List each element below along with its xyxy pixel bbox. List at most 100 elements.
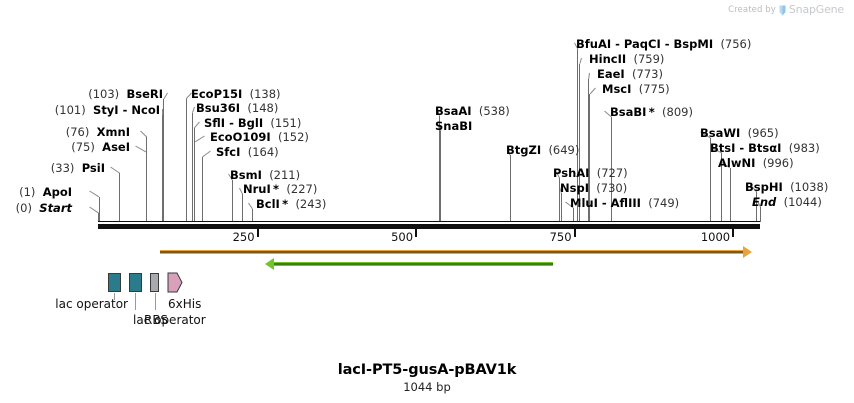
enzyme-site-label[interactable]: (1) ApoI xyxy=(19,185,72,199)
enzyme-name: StyI xyxy=(93,103,119,117)
cut-site-tick xyxy=(185,99,187,222)
feature-label[interactable]: lac operator xyxy=(55,297,128,311)
leader-line xyxy=(194,135,205,143)
feature-arrow[interactable] xyxy=(167,272,183,293)
feature-box[interactable] xyxy=(150,273,159,292)
enzyme-site-label[interactable]: EcoP15I (138) xyxy=(191,87,281,101)
orange-forward-arrow-head xyxy=(743,246,752,258)
enzyme-site-label[interactable]: AlwNI (996) xyxy=(718,156,794,170)
enzyme-site-label[interactable]: BtsI - BtsαI (983) xyxy=(710,141,820,155)
feature-connector-line xyxy=(135,293,136,310)
enzyme-name: BspMI xyxy=(673,37,714,51)
sequence-length-label: 1044 bp xyxy=(403,380,451,394)
enzyme-site-label[interactable]: (101) StyI - NcoI xyxy=(55,103,160,117)
enzyme-site-label[interactable]: EcoO109I (152) xyxy=(210,130,309,144)
cut-site-tick xyxy=(439,116,441,222)
feature-label[interactable]: lac operator xyxy=(133,313,206,327)
feature-connector-line xyxy=(114,293,115,300)
enzyme-site-label[interactable]: BclI * (243) xyxy=(256,197,326,211)
cut-site-tick xyxy=(191,113,193,222)
enzyme-position: (759) xyxy=(633,52,665,66)
cut-site-tick xyxy=(572,208,574,222)
enzyme-position: (773) xyxy=(632,67,663,81)
enzyme-name: NruI xyxy=(243,182,271,196)
cut-site-tick xyxy=(589,94,591,222)
enzyme-position: (775) xyxy=(638,82,670,96)
enzyme-name: BspHI xyxy=(745,180,783,194)
ruler-tick-label: 1000 xyxy=(700,230,731,244)
enzyme-site-label[interactable]: (76) XmnI xyxy=(66,125,130,139)
feature-label[interactable]: RBS xyxy=(144,313,168,327)
enzyme-star: * xyxy=(279,197,289,211)
enzyme-site-label[interactable]: PshAI (727) xyxy=(553,166,628,180)
enzyme-position: (965) xyxy=(747,126,779,140)
enzyme-name: PaqCI xyxy=(623,37,661,51)
cut-site-tick xyxy=(162,115,164,222)
cut-site-tick xyxy=(729,168,731,222)
green-reverse-arrow-stroke xyxy=(268,263,553,265)
leader-line xyxy=(193,121,200,129)
cut-site-tick xyxy=(558,178,560,222)
cut-site-tick xyxy=(194,142,196,222)
enzyme-name: BsaAI xyxy=(435,104,472,118)
feature-label[interactable]: 6xHis xyxy=(168,297,202,311)
watermark-prefix: Created by xyxy=(728,4,776,15)
enzyme-site-label[interactable]: Bsu36I (148) xyxy=(196,101,278,115)
enzyme-name: Start xyxy=(39,201,72,215)
enzyme-separator: - xyxy=(225,116,238,130)
enzyme-site-label[interactable]: MluI - AflIII (749) xyxy=(570,196,679,210)
enzyme-position: (996) xyxy=(762,156,794,170)
enzyme-site-label[interactable]: EaeI (773) xyxy=(597,67,663,81)
cut-site-tick xyxy=(98,213,99,222)
enzyme-site-label[interactable]: BtgZI (649) xyxy=(506,143,579,157)
ruler-tick xyxy=(573,229,576,237)
enzyme-name: BtgZI xyxy=(506,143,542,157)
enzyme-position: (809) xyxy=(662,105,693,119)
enzyme-site-label[interactable]: SnaBI xyxy=(435,119,472,133)
enzyme-name: BglI xyxy=(237,116,264,130)
enzyme-position: (227) xyxy=(286,182,318,196)
cut-site-tick xyxy=(252,209,254,222)
enzyme-position: (152) xyxy=(277,130,309,144)
enzyme-site-label[interactable]: BfuAI - PaqCI - BspMI (756) xyxy=(576,37,751,51)
cut-site-tick xyxy=(145,152,147,222)
enzyme-site-label[interactable]: (33) PsiI xyxy=(51,161,105,175)
enzyme-position: (749) xyxy=(648,196,680,210)
enzyme-name: BtsI xyxy=(710,141,736,155)
enzyme-name: PsiI xyxy=(81,161,105,175)
enzyme-site-label[interactable]: (75) AseI xyxy=(71,140,130,154)
enzyme-site-label[interactable]: BspHI (1038) xyxy=(745,180,828,194)
enzyme-position: (730) xyxy=(596,181,628,195)
sequence-backbone[interactable] xyxy=(98,224,760,229)
enzyme-site-label[interactable]: (103) BseRI xyxy=(88,87,163,101)
enzyme-position: (243) xyxy=(295,197,327,211)
enzyme-name: BsmI xyxy=(230,168,262,182)
enzyme-site-label[interactable]: HincII (759) xyxy=(589,52,664,66)
enzyme-position: (1038) xyxy=(790,180,829,194)
enzyme-site-label[interactable]: SflI - BglI (151) xyxy=(204,116,301,130)
enzyme-site-label[interactable]: BsaWI (965) xyxy=(700,126,779,140)
enzyme-site-label[interactable]: End (1044) xyxy=(752,195,822,209)
orange-forward-arrow-stroke xyxy=(160,251,749,253)
enzyme-star: * xyxy=(646,105,655,119)
feature-connector-line xyxy=(155,293,156,310)
enzyme-position: (164) xyxy=(247,145,279,159)
leader-line xyxy=(589,87,596,95)
enzyme-site-label[interactable]: (0) Start xyxy=(16,201,72,215)
enzyme-name: AseI xyxy=(102,140,130,154)
enzyme-site-label[interactable]: NspI (730) xyxy=(560,181,627,195)
enzyme-site-label[interactable]: BsmI (211) xyxy=(230,168,300,182)
ruler-tick-label: 250 xyxy=(232,230,255,244)
enzyme-site-label[interactable]: NruI * (227) xyxy=(243,182,317,196)
enzyme-site-label[interactable]: BsaAI (538) xyxy=(435,104,510,118)
enzyme-site-label[interactable]: SfcI (164) xyxy=(216,145,279,159)
ruler-tick-label: 500 xyxy=(391,230,414,244)
feature-box[interactable] xyxy=(129,273,142,292)
feature-box[interactable] xyxy=(108,273,121,292)
enzyme-site-label[interactable]: MscI (775) xyxy=(602,82,670,96)
enzyme-name: BsaBI xyxy=(610,105,647,119)
enzyme-position: (0) xyxy=(15,201,32,215)
enzyme-site-label[interactable]: BsaBI * (809) xyxy=(610,105,693,119)
enzyme-name: SnaBI xyxy=(435,119,473,133)
cut-site-tick xyxy=(201,157,203,222)
